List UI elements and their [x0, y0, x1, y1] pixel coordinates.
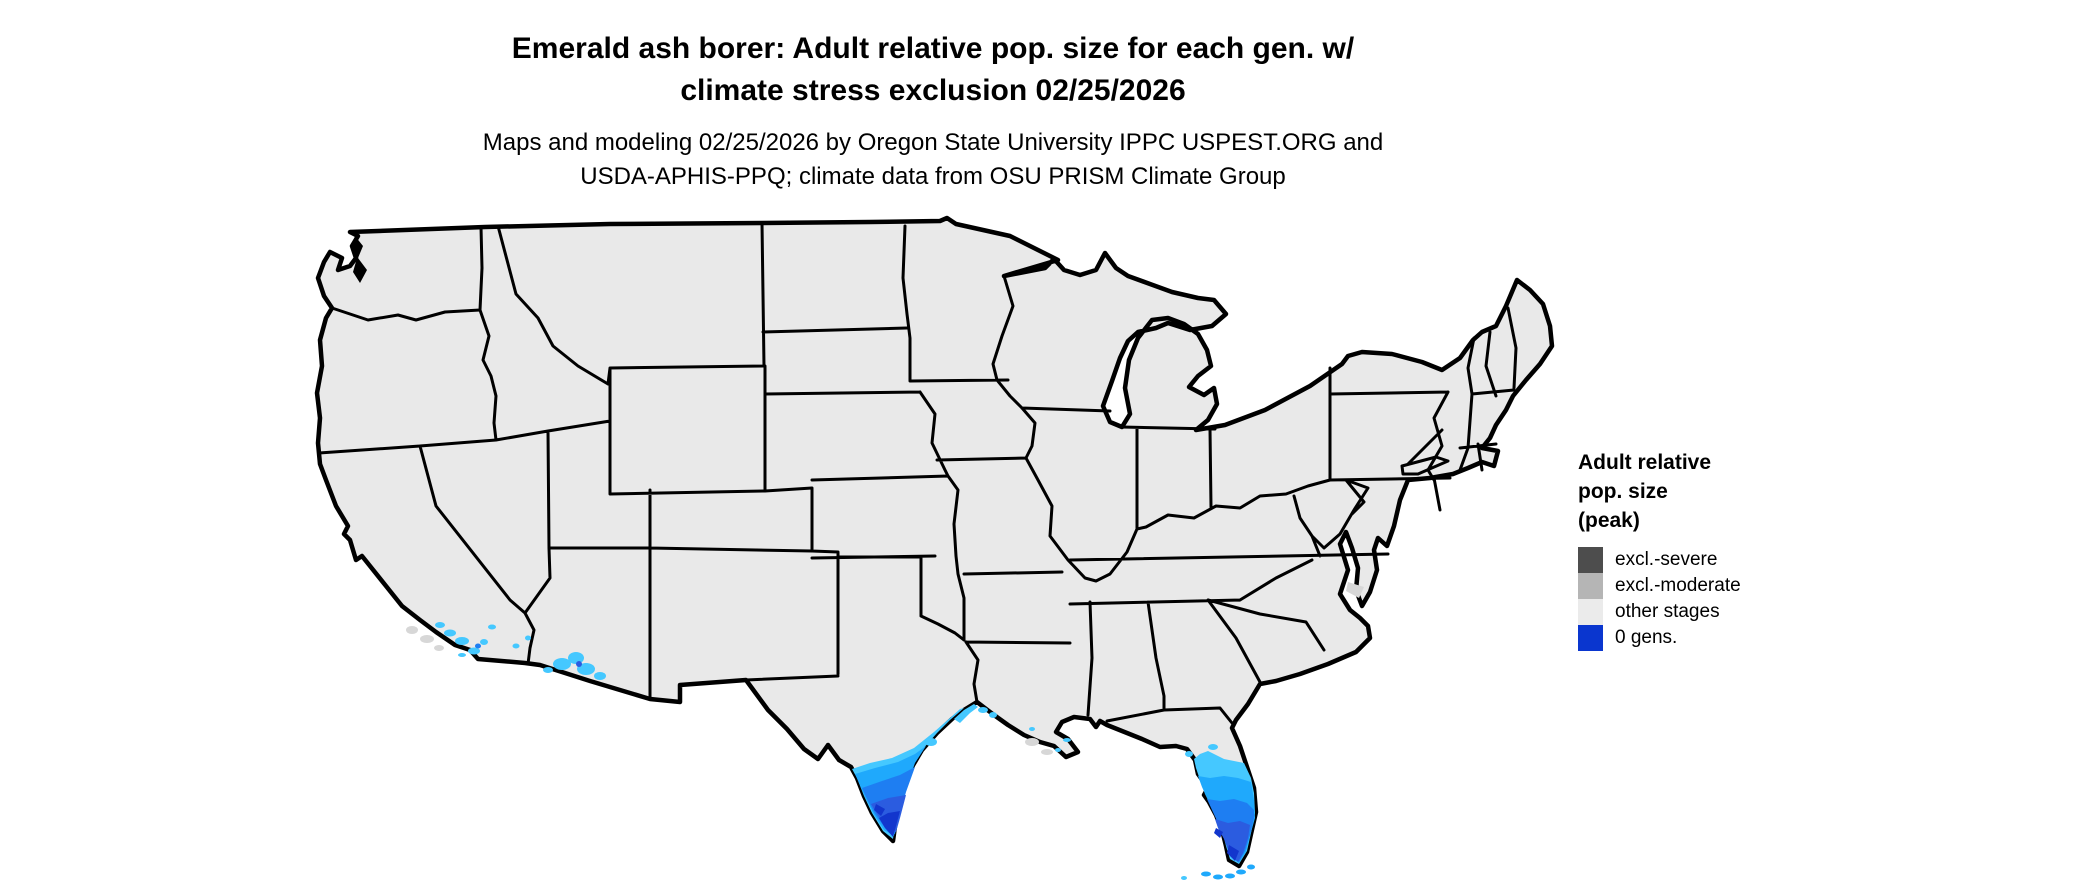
legend-title: Adult relative pop. size (peak) — [1578, 451, 1712, 532]
us-map-svg — [314, 215, 1555, 880]
louisiana-blue-specks — [989, 712, 1071, 752]
puget-sound — [351, 236, 367, 283]
south-texas-blue-region — [852, 704, 988, 839]
map-subtitle-line2: USDA-APHIS-PPQ; climate data from OSU PR… — [580, 163, 1286, 190]
legend-items: excl.-severe excl.-moderate other stages… — [1578, 547, 1838, 651]
state-borders — [317, 221, 1518, 725]
map-subtitle: Maps and modeling 02/25/2026 by Oregon S… — [0, 126, 1866, 194]
fl-band-darkest — [1227, 845, 1239, 861]
gray-exclusion-patches — [406, 582, 1364, 755]
legend-swatch-0-gens — [1578, 625, 1603, 651]
us-map — [310, 215, 1560, 892]
florida-keys-specks — [1181, 864, 1255, 880]
legend: Adult relative pop. size (peak) excl.-se… — [1578, 448, 1838, 651]
legend-item-excl-severe: excl.-severe — [1578, 547, 1838, 573]
legend-item-0-gens: 0 gens. — [1578, 625, 1838, 651]
legend-item-other-stages: other stages — [1578, 599, 1838, 625]
map-title-line1: Emerald ash borer: Adult relative pop. s… — [511, 32, 1355, 65]
legend-item-excl-moderate: excl.-moderate — [1578, 573, 1838, 599]
legend-swatch-excl-moderate — [1578, 573, 1603, 599]
long-island — [1400, 455, 1450, 476]
conus-landmass — [314, 215, 1555, 869]
south-florida-blue-region — [1185, 744, 1255, 864]
legend-swatch-excl-severe — [1578, 547, 1603, 573]
tx-band-darkest — [879, 811, 900, 837]
legend-label: 0 gens. — [1615, 627, 1678, 648]
map-subtitle-line1: Maps and modeling 02/25/2026 by Oregon S… — [482, 129, 1384, 156]
legend-label: excl.-severe — [1615, 549, 1718, 570]
legend-swatch-other-stages — [1578, 599, 1603, 625]
southwest-arizona-blue-specks — [543, 652, 606, 680]
map-title-line2: climate stress exclusion 02/25/2026 — [680, 74, 1186, 107]
legend-label: excl.-moderate — [1615, 575, 1741, 596]
map-title: Emerald ash borer: Adult relative pop. s… — [0, 28, 1866, 112]
fl-band-deep — [1215, 819, 1250, 862]
legend-label: other stages — [1615, 601, 1720, 622]
southern-california-blue-specks — [435, 622, 531, 657]
